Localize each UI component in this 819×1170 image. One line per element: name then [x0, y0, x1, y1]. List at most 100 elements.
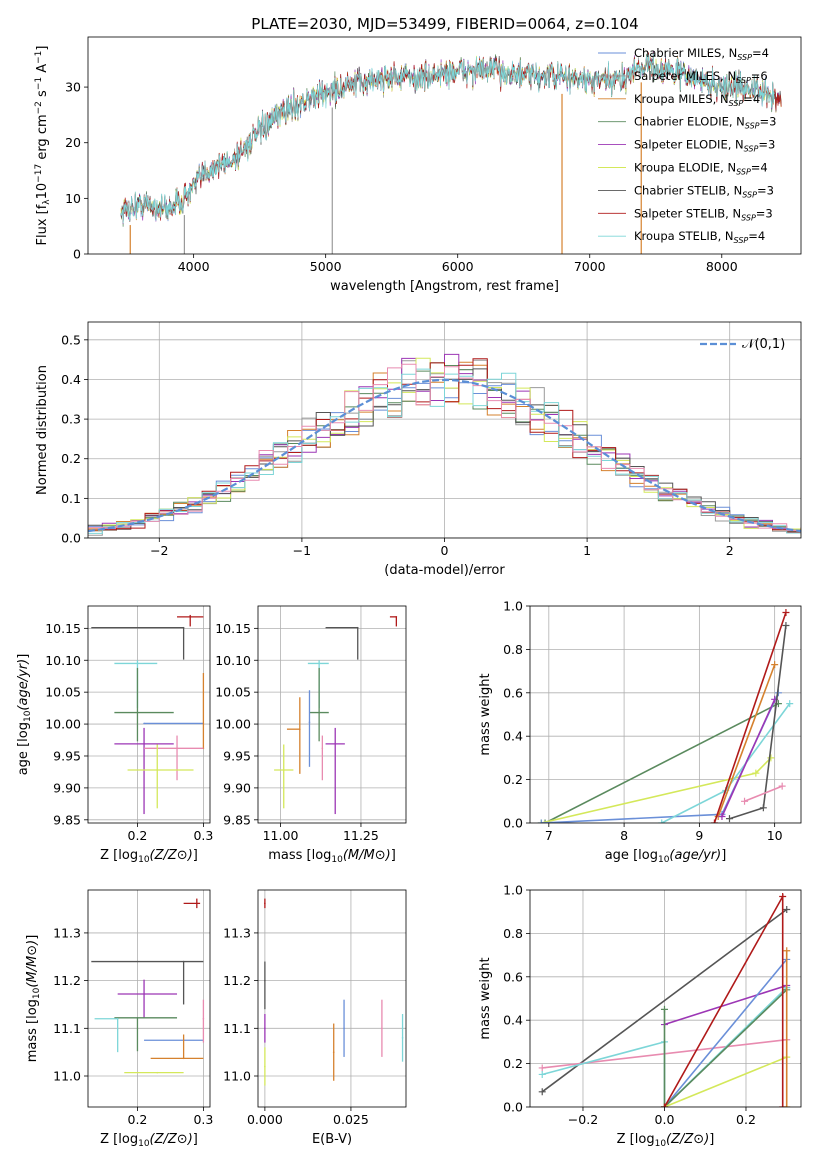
- data-point: [264, 1027, 266, 1030]
- y-tick-label: 0.6: [503, 969, 523, 984]
- data-point: [136, 662, 139, 665]
- y-axis-label: age [log10(age/yr)]: [16, 654, 33, 776]
- weight-line: [721, 698, 776, 817]
- x-tick-label: −2: [150, 543, 168, 558]
- x-axis-label: mass [log10(M/M⊙)]: [268, 848, 396, 865]
- x-tick-label: −0.2: [568, 1112, 598, 1127]
- data-point: [282, 769, 285, 771]
- data-point: [334, 743, 337, 745]
- y-tick-label: 10.10: [215, 653, 251, 668]
- residuals-frame: [87, 321, 802, 539]
- y-tick-label: 9.90: [53, 780, 81, 795]
- y-tick-label: 10.15: [215, 621, 251, 636]
- weight-marker: [710, 819, 718, 823]
- y-tick-label: 9.85: [223, 812, 251, 827]
- weight-marker: [660, 1103, 668, 1107]
- residuals-plot-area: [88, 322, 801, 538]
- y-axis-label: Flux [fλ10−17 erg cm−2 s−1 A−1]: [34, 46, 52, 246]
- data-point: [189, 616, 192, 618]
- x-tick-label: 1: [583, 543, 591, 558]
- y-tick-label: 30: [65, 80, 81, 95]
- data-point: [143, 743, 145, 745]
- data-point: [156, 1071, 159, 1074]
- weight-marker: [783, 906, 791, 914]
- x-tick-label: 6000: [442, 259, 474, 274]
- weight-vs-Z-plot-area: [530, 890, 801, 1107]
- weight-line: [663, 893, 784, 1107]
- data-point: [381, 1027, 383, 1030]
- y-tick-label: 0.2: [61, 451, 81, 466]
- weight-vs-age-frame: [529, 605, 802, 824]
- y-axis-label: mass [log10(M/M⊙)]: [25, 935, 42, 1063]
- weight-line: [544, 702, 779, 823]
- data-point: [136, 711, 139, 714]
- x-tick-label: 11.00: [263, 828, 299, 843]
- data-point: [143, 993, 145, 995]
- spectrum-plot-area: [120, 51, 782, 254]
- x-tick-label: −1: [293, 543, 311, 558]
- data-point: [299, 728, 301, 730]
- y-tick-label: 10.10: [45, 653, 81, 668]
- weight-marker: [718, 812, 726, 820]
- weight-marker: [782, 609, 790, 617]
- age-vs-Z-plot-area: [88, 606, 210, 823]
- y-tick-label: 0.2: [503, 772, 523, 787]
- weight-marker: [779, 893, 787, 901]
- weight-line: [729, 625, 787, 820]
- normal-reference-curve: [88, 378, 801, 533]
- y-axis-label: mass weight: [478, 673, 493, 755]
- weight-marker: [767, 754, 775, 762]
- data-point: [395, 616, 398, 618]
- y-axis-label: Normed distribution: [35, 365, 50, 495]
- weight-line: [717, 664, 776, 817]
- data-point: [176, 747, 178, 750]
- x-tick-label: 0.0: [655, 1112, 675, 1127]
- data-point: [308, 721, 311, 723]
- spectrum-frame: [87, 36, 802, 255]
- y-tick-label: 9.95: [53, 748, 81, 763]
- x-tick-label: 0.2: [128, 828, 148, 843]
- weight-marker: [660, 1005, 668, 1013]
- legend-label: Chabrier MILES, NSSP=4: [634, 46, 769, 62]
- data-point: [264, 1065, 266, 1068]
- y-tick-label: 0: [73, 247, 81, 262]
- weight-marker: [541, 819, 549, 823]
- spectrum-legend: Chabrier MILES, NSSP=4 Salpeter MILES, NS…: [598, 46, 776, 245]
- legend-label: Kroupa STELIB, NSSP=4: [634, 229, 765, 245]
- y-axis-label: mass weight: [478, 957, 493, 1039]
- figure-title: PLATE=2030, MJD=53499, FIBERID=0064, z=0…: [251, 15, 638, 33]
- x-axis-label: Z [log10(Z/Z⊙)]: [100, 848, 198, 865]
- data-point: [332, 1051, 335, 1053]
- weight-line: [664, 984, 787, 1026]
- legend-label: Chabrier STELIB, NSSP=3: [634, 183, 774, 199]
- weight-marker: [537, 819, 545, 823]
- x-tick-label: 0.2: [736, 1112, 756, 1127]
- x-tick-label: 4000: [178, 259, 210, 274]
- weight-marker: [538, 1064, 546, 1072]
- weight-vs-age-panel: 7 8 9 10 0.0 0.2 0.4 0.6 0.8 1.0 age [log10(age/yr…: [478, 599, 802, 865]
- mass-vs-Z-frame: [87, 889, 211, 1108]
- age-vs-Z-frame: [87, 605, 211, 824]
- mass-vs-Z-plot-area: [88, 890, 210, 1107]
- mass-vs-EBV-frame: [257, 889, 407, 1108]
- legend-label: Salpeter MILES, NSSP=6: [634, 69, 768, 85]
- weight-marker: [741, 797, 749, 805]
- x-axis-label: (data-model)/error: [384, 563, 505, 578]
- x-axis-label: wavelength [Angstrom, rest frame]: [330, 279, 559, 294]
- x-tick-label: 0: [441, 543, 449, 558]
- y-tick-label: 10.15: [45, 621, 81, 636]
- y-tick-label: 11.2: [223, 973, 251, 988]
- x-tick-label: 0.3: [193, 828, 213, 843]
- data-point: [318, 662, 320, 665]
- y-tick-label: 10.05: [45, 685, 81, 700]
- data-point: [156, 769, 159, 771]
- weight-marker: [759, 804, 767, 812]
- y-tick-label: 9.90: [223, 780, 251, 795]
- x-tick-label: 8: [620, 828, 628, 843]
- weight-marker: [538, 1088, 546, 1096]
- spectrum-series-line: [120, 52, 775, 224]
- weight-vs-Z-frame: [529, 889, 802, 1108]
- y-tick-label: 11.3: [223, 925, 251, 940]
- legend-label: Kroupa MILES, NSSP=4: [634, 92, 760, 108]
